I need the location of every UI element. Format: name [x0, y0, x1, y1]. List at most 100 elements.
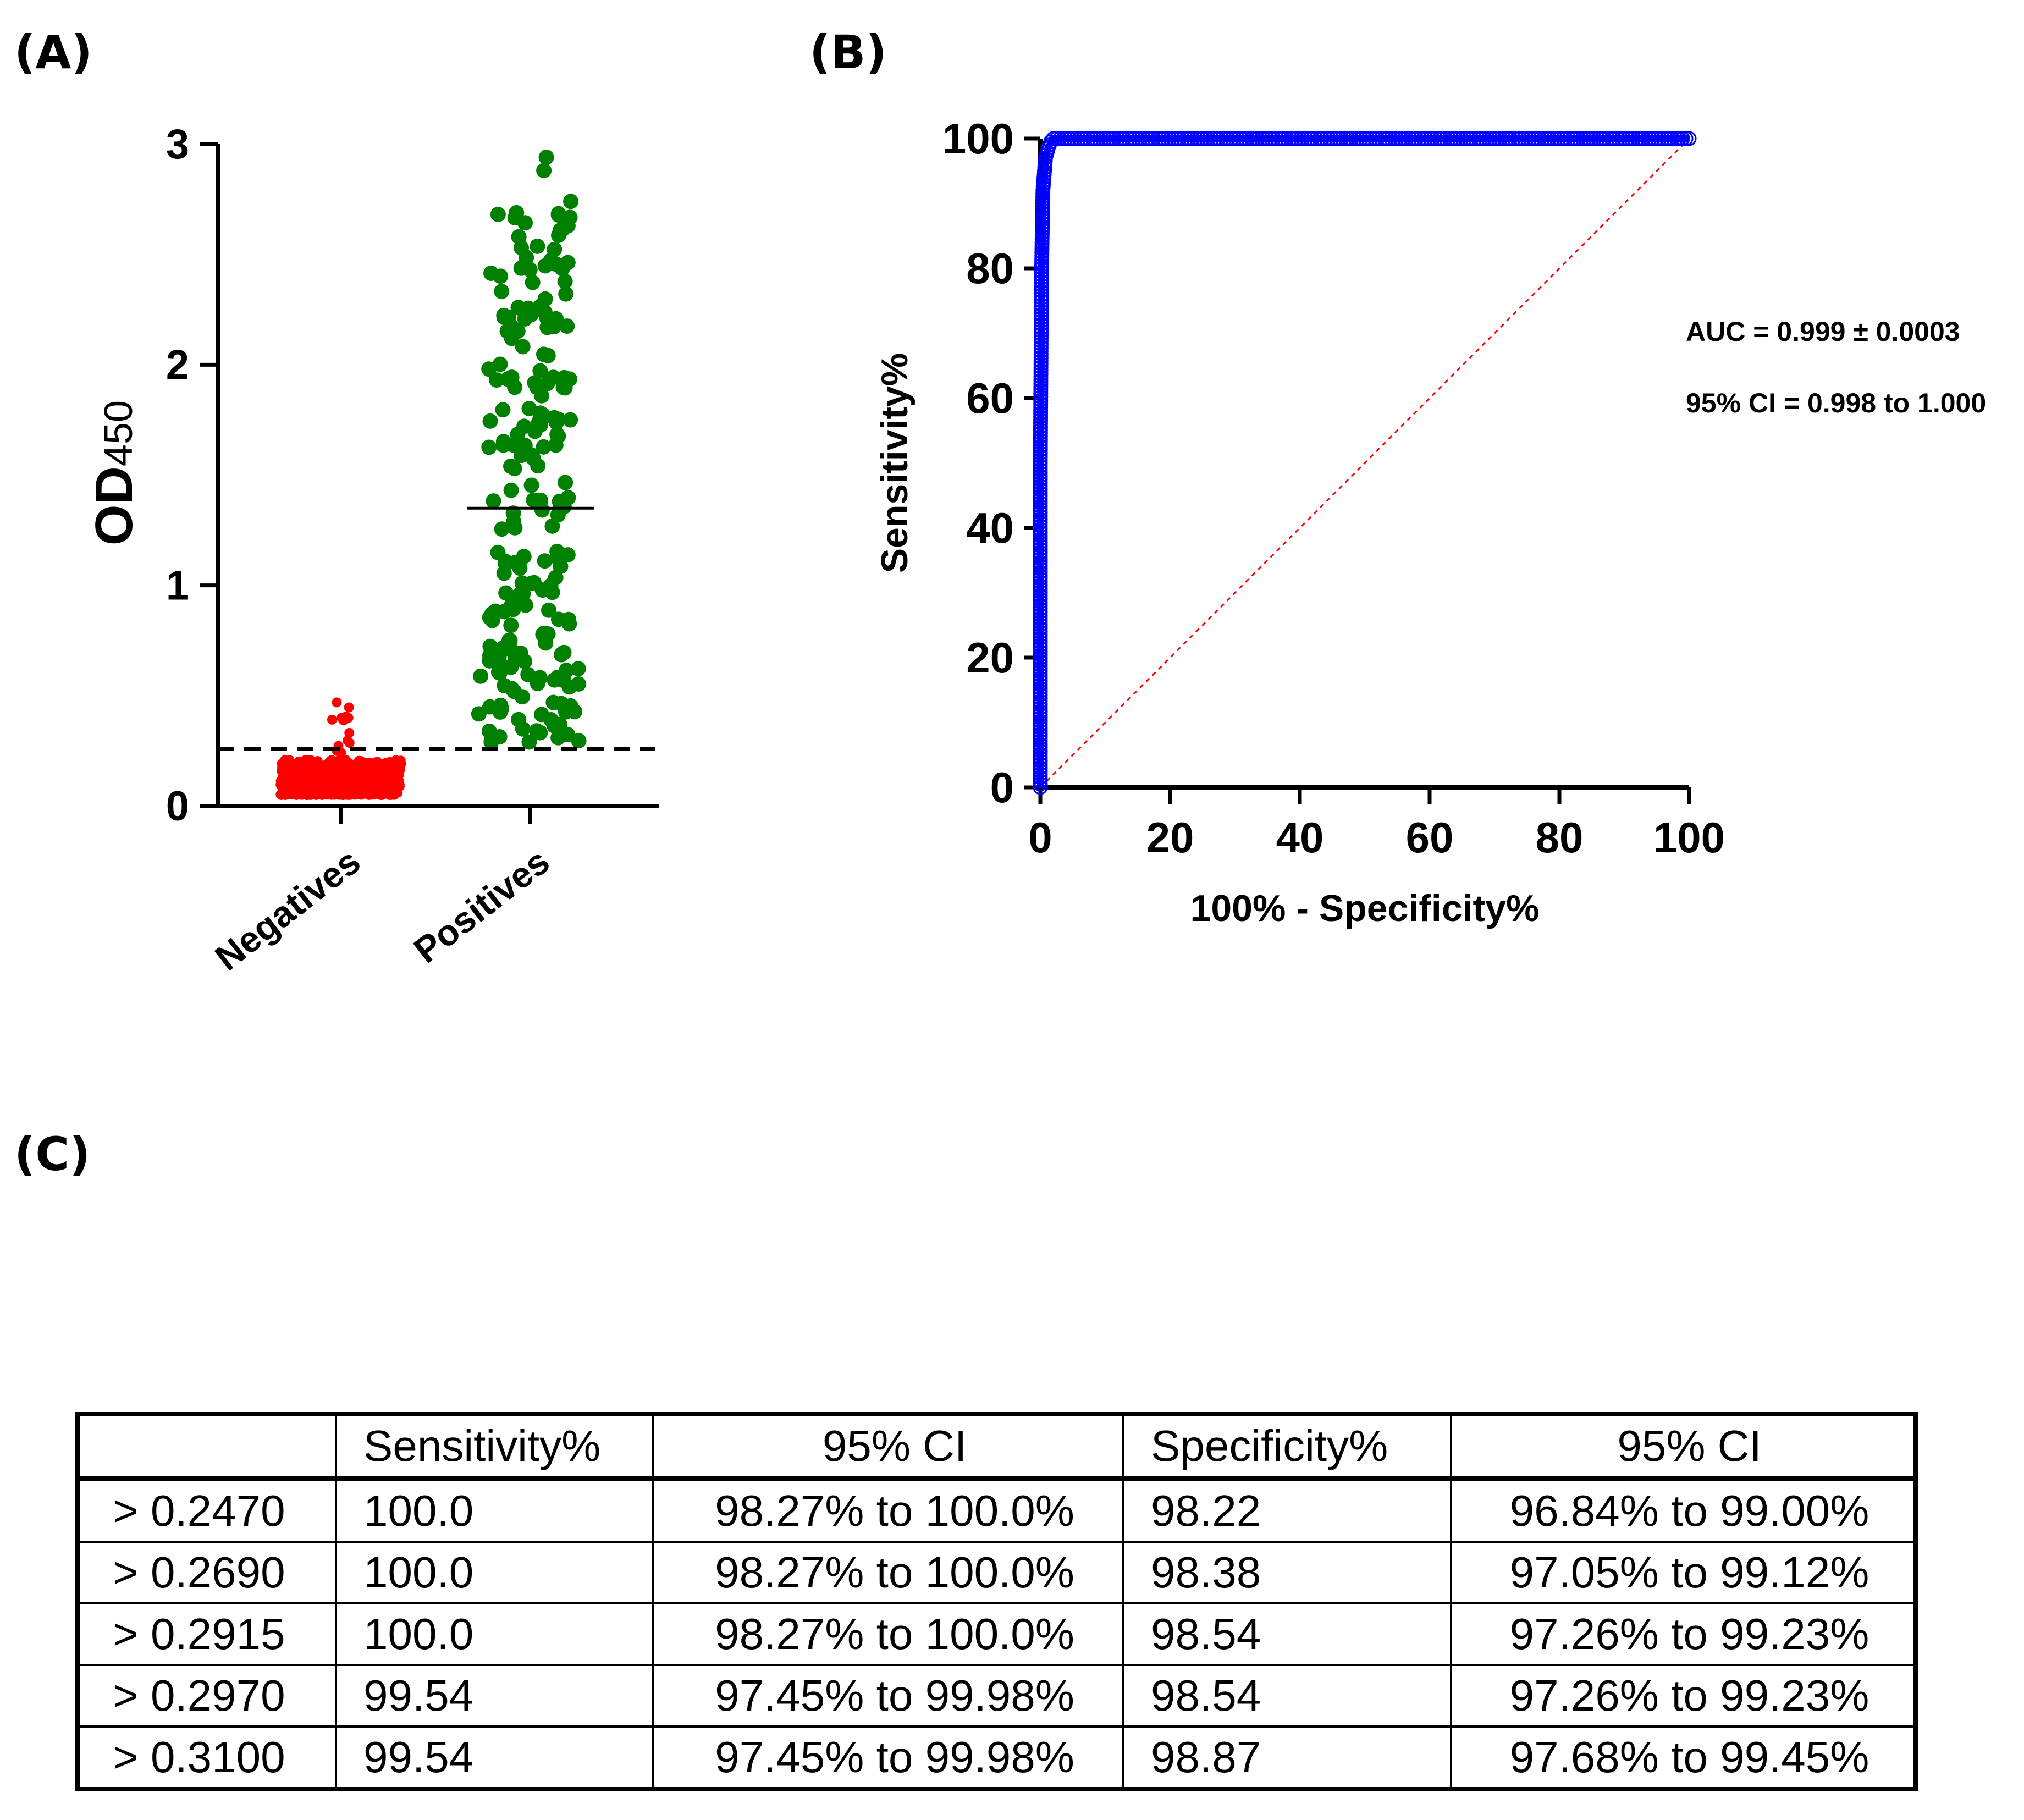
positive-data-point	[555, 672, 571, 688]
positive-data-point	[545, 369, 561, 385]
a-y-tick-label: 3	[166, 121, 189, 168]
a-y-tick-label: 1	[166, 562, 189, 609]
positive-data-point	[489, 372, 505, 388]
negative-data-point	[335, 790, 345, 800]
positive-data-point	[537, 258, 553, 274]
negative-data-point	[374, 767, 385, 777]
negative-data-point	[347, 774, 357, 784]
positive-data-point	[471, 706, 487, 722]
table-header-cell: Specificity%	[1122, 1413, 1452, 1480]
positive-data-point	[555, 221, 571, 237]
positive-data-point	[553, 559, 569, 575]
table-cell: 97.45% to 99.98%	[652, 1725, 1124, 1790]
table-cell: 97.05% to 99.12%	[1450, 1541, 1917, 1604]
positive-data-point	[521, 734, 537, 750]
negative-data-point	[326, 764, 337, 775]
table-cell: 96.84% to 99.00%	[1450, 1477, 1917, 1543]
b-x-tick-label: 0	[1028, 813, 1052, 862]
b-x-tick-label: 20	[1146, 813, 1194, 862]
negative-data-point	[394, 775, 404, 786]
positive-data-point	[532, 363, 548, 379]
negative-data-point	[280, 757, 290, 768]
negative-data-point	[310, 767, 320, 777]
panel-label-a: (A)	[14, 25, 92, 79]
positive-data-point	[541, 602, 557, 618]
b-y-tick-label: 40	[966, 504, 1014, 552]
table-cell: 99.54	[335, 1664, 654, 1728]
positive-data-point	[512, 560, 528, 576]
positive-data-point	[486, 493, 501, 509]
positive-data-point	[530, 238, 545, 254]
positive-data-point	[500, 309, 516, 325]
negative-data-point	[291, 760, 301, 771]
table-row: > 0.2970 99.54 97.45% to 99.98% 98.54 97.26%…	[76, 1664, 1917, 1728]
positive-data-point	[507, 520, 523, 536]
table-cell: 98.38	[1122, 1541, 1452, 1604]
b-y-tick-label: 80	[966, 244, 1014, 293]
b-x-tick-label: 80	[1536, 813, 1584, 862]
table-cell: 100.0	[335, 1477, 654, 1543]
table-cell: > 0.2690	[76, 1541, 337, 1604]
b-y-tick-label: 20	[966, 633, 1014, 682]
negative-data-point	[327, 714, 337, 725]
positive-data-point	[481, 439, 497, 455]
table-row: > 0.2470 100.0 98.27% to 100.0% 98.22 96.84%…	[76, 1477, 1917, 1543]
positive-data-point	[557, 273, 573, 289]
table-row: > 0.2690 100.0 98.27% to 100.0% 98.38 97.05%…	[76, 1541, 1917, 1604]
negative-data-point	[297, 790, 308, 800]
cutoff-performance-table: Sensitivity% 95% CI Specificity% 95% CI …	[75, 1412, 1918, 1791]
positive-data-point	[526, 575, 542, 591]
positive-data-point	[537, 305, 553, 321]
positive-data-point	[560, 490, 576, 506]
negative-data-point	[343, 713, 354, 723]
auc-annotation: AUC = 0.999 ± 0.0003	[1686, 316, 1960, 347]
positive-data-point	[507, 596, 523, 612]
table-row: > 0.2915 100.0 98.27% to 100.0% 98.54 97.26%…	[76, 1602, 1917, 1666]
positive-data-point	[534, 388, 550, 404]
roc-point	[1681, 131, 1697, 146]
table-cell: > 0.2970	[76, 1664, 337, 1728]
positive-data-point	[550, 207, 566, 223]
negative-data-point	[371, 782, 381, 793]
positive-data-point	[536, 625, 552, 641]
panel-label-c: (C)	[14, 1127, 91, 1181]
positive-data-point	[494, 521, 510, 537]
positive-data-point	[494, 284, 510, 300]
table-cell: 97.26% to 99.23%	[1450, 1602, 1917, 1666]
positive-data-point	[499, 323, 515, 339]
table-cell: > 0.2470	[76, 1477, 337, 1543]
table-header-cell: Sensitivity%	[335, 1413, 654, 1480]
positive-data-point	[550, 730, 566, 746]
b-y-tick-label: 60	[966, 374, 1014, 422]
positive-data-point	[473, 668, 489, 684]
negative-data-point	[344, 727, 355, 738]
positive-data-point	[527, 375, 543, 391]
positive-data-point	[560, 547, 576, 563]
negative-data-point	[347, 781, 357, 792]
positive-data-point	[538, 150, 554, 166]
negative-data-point	[358, 760, 368, 770]
positive-data-point	[529, 723, 545, 739]
positive-data-point	[510, 300, 526, 316]
positive-data-point	[543, 712, 559, 728]
negative-data-point	[321, 775, 331, 785]
positive-data-point	[503, 482, 519, 498]
positive-data-point	[511, 229, 527, 245]
positive-data-point	[534, 406, 550, 422]
negative-data-point	[395, 765, 405, 775]
table-cell: > 0.2915	[76, 1602, 337, 1666]
positive-data-point	[506, 461, 522, 477]
positive-data-point	[515, 586, 531, 602]
positive-data-point	[492, 704, 508, 720]
positive-data-point	[523, 477, 539, 493]
table-cell: 98.27% to 100.0%	[652, 1541, 1124, 1604]
b-x-tick-label: 40	[1276, 813, 1324, 862]
table-cell: 98.27% to 100.0%	[652, 1602, 1124, 1666]
positive-data-point	[484, 606, 500, 622]
table-cell: 100.0	[335, 1602, 654, 1666]
positive-data-point	[511, 712, 527, 727]
table-header-cell: 95% CI	[1450, 1413, 1917, 1480]
table-cell: 97.45% to 99.98%	[652, 1664, 1124, 1728]
table-cell: 99.54	[335, 1725, 654, 1790]
negative-data-point	[281, 778, 291, 788]
